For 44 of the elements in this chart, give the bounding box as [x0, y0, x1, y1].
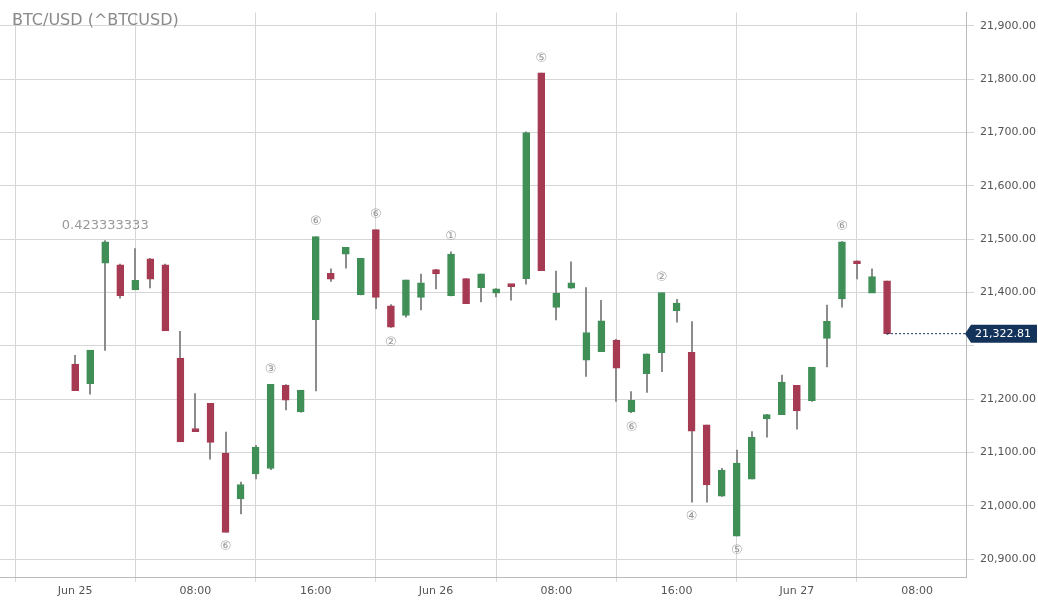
x-tick-label: 08:00 — [901, 584, 933, 598]
y-tick-label: 21,600.00 — [980, 178, 1036, 192]
candlestick — [823, 303, 831, 369]
annotation: ⑥ — [309, 213, 322, 229]
candlestick — [101, 239, 110, 352]
annotation: 0.423333333 — [61, 217, 149, 233]
y-tick-label: 20,900.00 — [980, 552, 1036, 565]
annotation: ⑥ — [836, 218, 848, 234]
annotation: ① — [445, 228, 457, 244]
y-tick-label: 21,100.00 — [980, 445, 1036, 459]
candlestick — [417, 272, 425, 312]
annotation: ② — [655, 269, 668, 285]
y-tick-label: 21,500.00 — [980, 232, 1036, 246]
y-tick-label: 21,000.00 — [980, 498, 1036, 512]
annotation: ⑥ — [219, 538, 232, 554]
annotation: ⑤ — [730, 542, 743, 558]
annotation: ⑥ — [370, 206, 382, 222]
y-tick-label: 21,900.00 — [980, 18, 1036, 32]
candlestick — [477, 272, 485, 304]
candlestick — [868, 267, 876, 295]
x-tick-label: 16:00 — [299, 584, 332, 598]
annotation: ② — [385, 333, 397, 349]
candlestick — [281, 383, 290, 412]
x-tick-label: Jun 25 — [56, 584, 93, 598]
x-tick-label: 08:00 — [540, 584, 573, 598]
x-tick-label: 08:00 — [179, 584, 212, 598]
candlestick — [296, 389, 305, 414]
candlestick — [552, 269, 561, 322]
candlestick — [341, 246, 350, 270]
candlestick — [131, 247, 140, 291]
x-tick-label: Jun 26 — [417, 584, 454, 598]
chart-title: BTC/USD (^BTCUSD) — [12, 10, 179, 29]
y-tick-label: 21,200.00 — [980, 392, 1036, 406]
x-tick-label: Jun 27 — [778, 584, 815, 598]
annotation: 21,322.81 — [975, 326, 1031, 340]
candlestick — [191, 392, 200, 433]
annotation: ⑥ — [625, 418, 638, 434]
annotation: ④ — [685, 508, 698, 524]
y-tick-label: 21,400.00 — [980, 285, 1036, 299]
y-tick-label: 21,800.00 — [980, 72, 1036, 86]
annotation: ⑤ — [535, 49, 548, 65]
y-tick-label: 21,700.00 — [980, 125, 1036, 139]
x-tick-label: 16:00 — [660, 584, 693, 598]
annotation: ③ — [264, 361, 277, 377]
